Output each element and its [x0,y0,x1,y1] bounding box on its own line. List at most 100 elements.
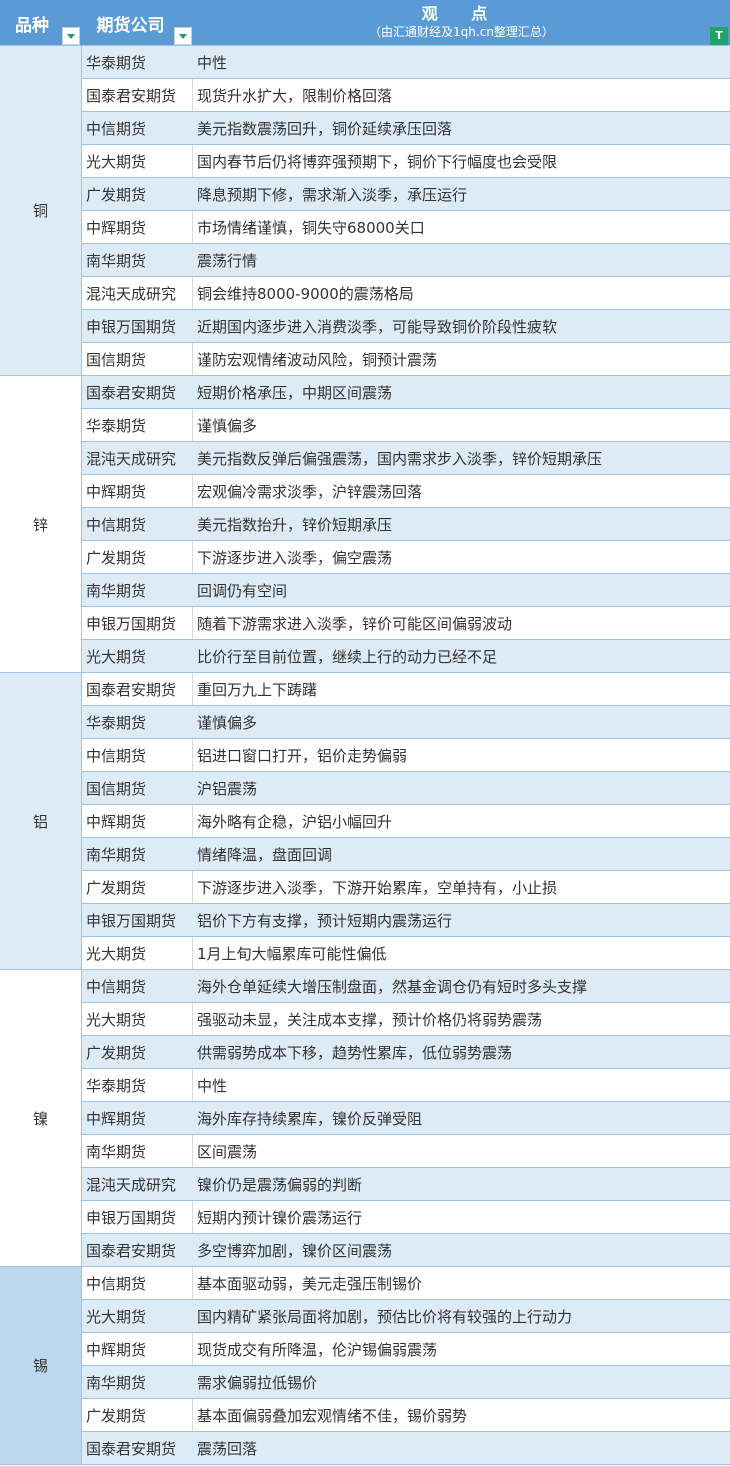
company-cell: 中信期货 [82,739,193,771]
company-cell: 国泰君安期货 [86,1439,177,1458]
company-cell: 光大期货 [86,647,147,666]
view-cell: 1月上旬大幅累库可能性偏低 [197,944,387,963]
table-row[interactable]: 国信期货 谨防宏观情绪波动风险，铜预计震荡 [82,343,730,376]
view-cell: 短期价格承压，中期区间震荡 [197,383,393,402]
table-row[interactable]: 南华期货 回调仍有空间 [82,574,730,607]
table-row[interactable]: 光大期货 国内精矿紧张局面将加剧，预估比价将有较强的上行动力 [82,1300,730,1333]
table-row[interactable]: 国信期货 沪铝震荡 [82,772,730,805]
company-cell: 南华期货 [86,581,147,600]
view-cell: 需求偏弱拉低锡价 [197,1373,318,1392]
table-row[interactable]: 南华期货 需求偏弱拉低锡价 [82,1366,730,1399]
view-cell: 震荡行情 [197,251,258,270]
table-row[interactable]: 申银万国期货 近期国内逐步进入消费淡季，可能导致铜价阶段性疲软 [82,310,730,343]
view-cell: 谨慎偏多 [197,713,258,732]
table-row[interactable]: 南华期货 区间震荡 [82,1135,730,1168]
variety-cell: 锡 [0,1267,82,1465]
view-cell: 谨防宏观情绪波动风险，铜预计震荡 [197,350,438,369]
company-cell: 华泰期货 [82,409,193,441]
company-cell: 混沌天成研究 [86,449,177,468]
company-cell: 光大期货 [82,145,193,177]
view-cell: 随着下游需求进入淡季，锌价可能区间偏弱波动 [197,614,513,633]
view-cell: 国内精矿紧张局面将加剧，预估比价将有较强的上行动力 [197,1307,573,1326]
table-row[interactable]: 混沌天成研究 镍价仍是震荡偏弱的判断 [82,1168,730,1201]
table-row[interactable]: 广发期货 基本面偏弱叠加宏观情绪不佳，锡价弱势 [82,1399,730,1432]
company-cell: 华泰期货 [86,53,147,72]
table-row[interactable]: 国泰君安期货 短期价格承压，中期区间震荡 [82,376,730,409]
view-cell: 强驱动未显，关注成本支撑，预计价格仍将弱势震荡 [197,1010,543,1029]
table-row[interactable]: 南华期货 震荡行情 [82,244,730,277]
view-cell: 基本面驱动弱，美元走强压制锡价 [197,1274,423,1293]
company-cell: 国泰君安期货 [82,673,193,705]
view-cell: 海外库存持续累库，镍价反弹受阻 [197,1109,423,1128]
view-cell: 区间震荡 [197,1142,258,1161]
table-row[interactable]: 光大期货 强驱动未显，关注成本支撑，预计价格仍将弱势震荡 [82,1003,730,1036]
view-cell: 铝进口窗口打开，铝价走势偏弱 [197,746,408,765]
table-row[interactable]: 中辉期货 现货成交有所降温，伦沪锡偏弱震荡 [82,1333,730,1366]
view-cell: 国内春节后仍将博弈强预期下，铜价下行幅度也会受限 [197,152,558,171]
table-row[interactable]: 华泰期货 谨慎偏多 [82,409,730,442]
view-cell: 下游逐步进入淡季，下游开始累库，空单持有，小止损 [197,878,558,897]
table-row[interactable]: 华泰期货 中性 [82,46,730,79]
company-cell: 国信期货 [82,343,193,375]
view-cell: 谨慎偏多 [197,416,258,435]
table-row[interactable]: 华泰期货 谨慎偏多 [82,706,730,739]
view-cell: 中性 [197,1076,228,1095]
view-cell: 宏观偏冷需求淡季，沪锌震荡回落 [197,482,423,501]
table-row[interactable]: 国泰君安期货 重回万九上下踌躇 [82,673,730,706]
view-cell: 海外仓单延续大增压制盘面，然基金调仓仍有短时多头支撑 [197,977,588,996]
table-row[interactable]: 申银万国期货 铝价下方有支撑，预计短期内震荡运行 [82,904,730,937]
variety-cell: 锌 [0,376,82,673]
view-cell: 情绪降温，盘面回调 [197,845,333,864]
company-cell: 广发期货 [82,1399,193,1431]
variety-cell: 铝 [0,673,82,970]
table-row[interactable]: 混沌天成研究 铜会维持8000-9000的震荡格局 [82,277,730,310]
view-cell: 美元指数反弹后偏强震荡，国内需求步入淡季，锌价短期承压 [197,449,603,468]
filter-icon[interactable]: T [710,27,728,45]
table-row[interactable]: 中辉期货 宏观偏冷需求淡季，沪锌震荡回落 [82,475,730,508]
company-filter-dropdown[interactable] [174,27,192,45]
table-row[interactable]: 中信期货 美元指数抬升，锌价短期承压 [82,508,730,541]
company-cell: 华泰期货 [82,1069,193,1101]
header-company: 期货公司 [96,15,165,36]
company-cell: 中信期货 [86,977,147,996]
table-row[interactable]: 中辉期货 市场情绪谨慎，铜失守68000关口 [82,211,730,244]
table-row[interactable]: 光大期货 比价行至目前位置，继续上行的动力已经不足 [82,640,730,673]
company-cell: 中辉期货 [82,805,193,837]
table-row[interactable]: 光大期货 1月上旬大幅累库可能性偏低 [82,937,730,970]
view-cell: 美元指数抬升，锌价短期承压 [197,515,393,534]
table-row[interactable]: 光大期货 国内春节后仍将博弈强预期下，铜价下行幅度也会受限 [82,145,730,178]
table-row[interactable]: 广发期货 下游逐步进入淡季，下游开始累库，空单持有，小止损 [82,871,730,904]
table-row[interactable]: 广发期货 下游逐步进入淡季，偏空震荡 [82,541,730,574]
table-row[interactable]: 中辉期货 海外略有企稳，沪铝小幅回升 [82,805,730,838]
table-row[interactable]: 中信期货 铝进口窗口打开，铝价走势偏弱 [82,739,730,772]
company-cell: 申银万国期货 [82,1201,193,1233]
table-row[interactable]: 南华期货 情绪降温，盘面回调 [82,838,730,871]
variety-filter-dropdown[interactable] [62,27,80,45]
table-header: 品种 期货公司 观 点 （由汇通财经及1qh.cn整理汇总） T [0,0,730,46]
table-row[interactable]: 申银万国期货 随着下游需求进入淡季，锌价可能区间偏弱波动 [82,607,730,640]
view-cell: 震荡回落 [197,1439,258,1458]
table-row[interactable]: 中信期货 美元指数震荡回升，铜价延续承压回落 [82,112,730,145]
table-row[interactable]: 华泰期货 中性 [82,1069,730,1102]
variety-cell: 铜 [0,46,82,376]
table-row[interactable]: 国泰君安期货 多空博弈加剧，镍价区间震荡 [82,1234,730,1267]
table-row[interactable]: 国泰君安期货 震荡回落 [82,1432,730,1465]
variety-cell: 镍 [0,970,82,1267]
table-row[interactable]: 国泰君安期货 现货升水扩大，限制价格回落 [82,79,730,112]
table-row[interactable]: 中信期货 海外仓单延续大增压制盘面，然基金调仓仍有短时多头支撑 [82,970,730,1003]
table-row[interactable]: 申银万国期货 短期内预计镍价震荡运行 [82,1201,730,1234]
company-cell: 国泰君安期货 [86,1241,177,1260]
table-row[interactable]: 混沌天成研究 美元指数反弹后偏强震荡，国内需求步入淡季，锌价短期承压 [82,442,730,475]
view-cell: 美元指数震荡回升，铜价延续承压回落 [197,119,453,138]
table-row[interactable]: 广发期货 供需弱势成本下移，趋势性累库，低位弱势震荡 [82,1036,730,1069]
company-cell: 南华期货 [86,1373,147,1392]
table-row[interactable]: 广发期货 降息预期下修，需求渐入淡季，承压运行 [82,178,730,211]
view-cell: 铝价下方有支撑，预计短期内震荡运行 [197,911,453,930]
company-cell: 混沌天成研究 [82,277,193,309]
company-cell: 广发期货 [86,185,147,204]
view-cell: 供需弱势成本下移，趋势性累库，低位弱势震荡 [197,1043,513,1062]
table-row[interactable]: 中信期货 基本面驱动弱，美元走强压制锡价 [82,1267,730,1300]
company-cell: 中辉期货 [82,211,193,243]
view-cell: 多空博弈加剧，镍价区间震荡 [197,1241,393,1260]
table-row[interactable]: 中辉期货 海外库存持续累库，镍价反弹受阻 [82,1102,730,1135]
